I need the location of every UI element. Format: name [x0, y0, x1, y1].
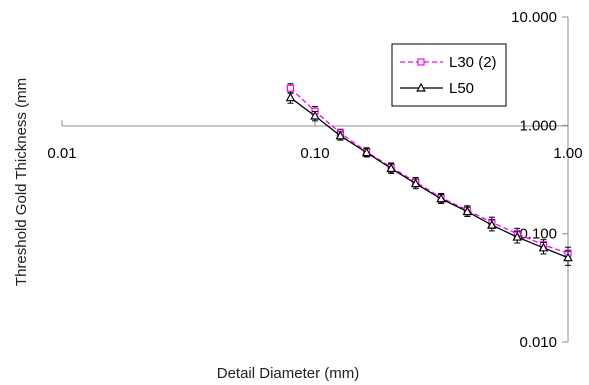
data-point	[285, 92, 296, 102]
series-line	[290, 97, 569, 259]
data-point	[410, 178, 421, 188]
y-tick-label: 1.000	[519, 117, 557, 134]
legend-label: L50	[449, 80, 474, 97]
data-point	[487, 219, 497, 229]
legend-label: L30 (2)	[449, 54, 497, 71]
data-point	[361, 147, 372, 157]
x-axis-title: Detail Diameter (mm)	[217, 365, 360, 382]
series-layer	[285, 83, 573, 266]
x-tick-label: 0.01	[47, 145, 76, 162]
data-point	[512, 231, 523, 241]
x-tick-label: 0.10	[300, 145, 329, 162]
y-tick-label: 10.000	[511, 9, 557, 26]
legend-marker	[417, 58, 425, 66]
series-line	[290, 87, 569, 254]
data-point	[335, 130, 346, 140]
data-point	[538, 242, 549, 252]
data-point	[563, 252, 573, 262]
y-axis-title: Threshold Gold Thickness (mm	[13, 78, 30, 286]
y-tick-label: 0.010	[519, 334, 557, 351]
data-point	[310, 110, 320, 120]
data-point	[462, 206, 473, 216]
legend-marker	[416, 82, 426, 92]
series-2	[285, 92, 573, 266]
data-point	[286, 84, 295, 92]
legend-box	[391, 43, 507, 107]
data-point	[436, 193, 446, 203]
x-tick-label: 1.00	[553, 145, 582, 162]
legend: L30 (2) L50	[391, 43, 507, 107]
data-point	[386, 163, 396, 173]
